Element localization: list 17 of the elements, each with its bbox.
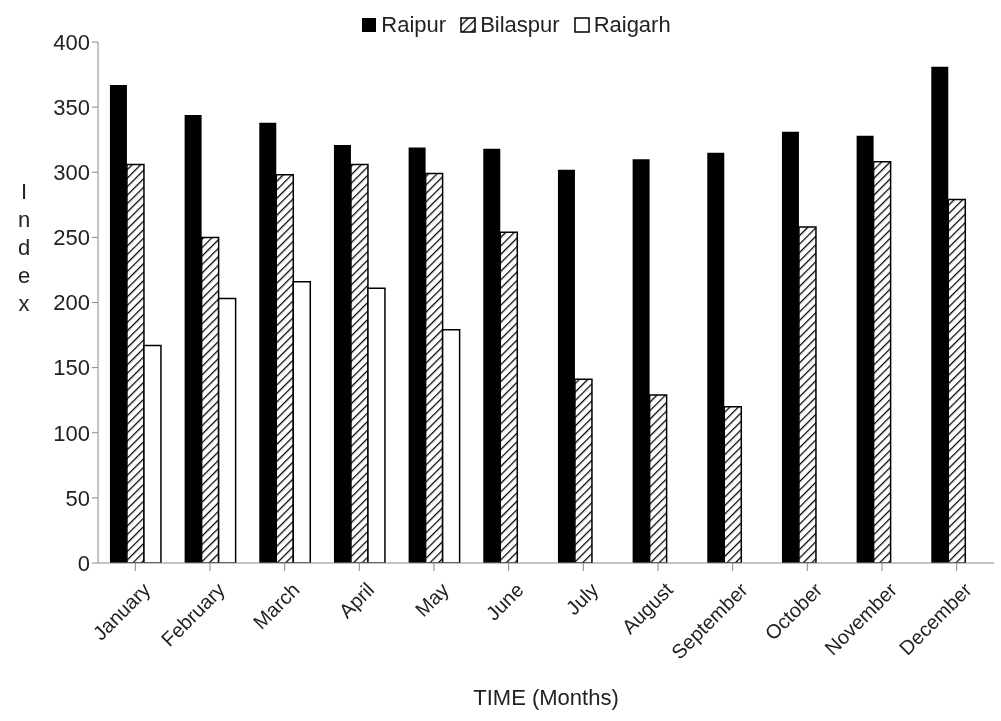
y-tick-label: 200 bbox=[53, 290, 90, 316]
legend-label: Raipur bbox=[381, 12, 447, 38]
legend-label: Raigarh bbox=[593, 12, 671, 38]
y-tick-label: 350 bbox=[53, 94, 90, 120]
legend-label: Bilaspur bbox=[480, 12, 560, 38]
y-tick-label: 100 bbox=[53, 420, 90, 446]
x-axis-title: TIME (Months) bbox=[473, 685, 619, 710]
y-tick-label: 250 bbox=[53, 225, 90, 251]
y-axis-title: Index bbox=[16, 178, 32, 318]
y-tick-label: 400 bbox=[53, 29, 90, 55]
y-tick-label: 300 bbox=[53, 160, 90, 186]
y-tick-label: 0 bbox=[77, 550, 90, 576]
x-tick-label: May bbox=[410, 578, 454, 621]
y-tick-label: 50 bbox=[65, 485, 90, 511]
x-tick-label: July bbox=[561, 578, 603, 620]
x-tick-label: June bbox=[481, 578, 528, 625]
y-tick-label: 150 bbox=[53, 355, 90, 381]
